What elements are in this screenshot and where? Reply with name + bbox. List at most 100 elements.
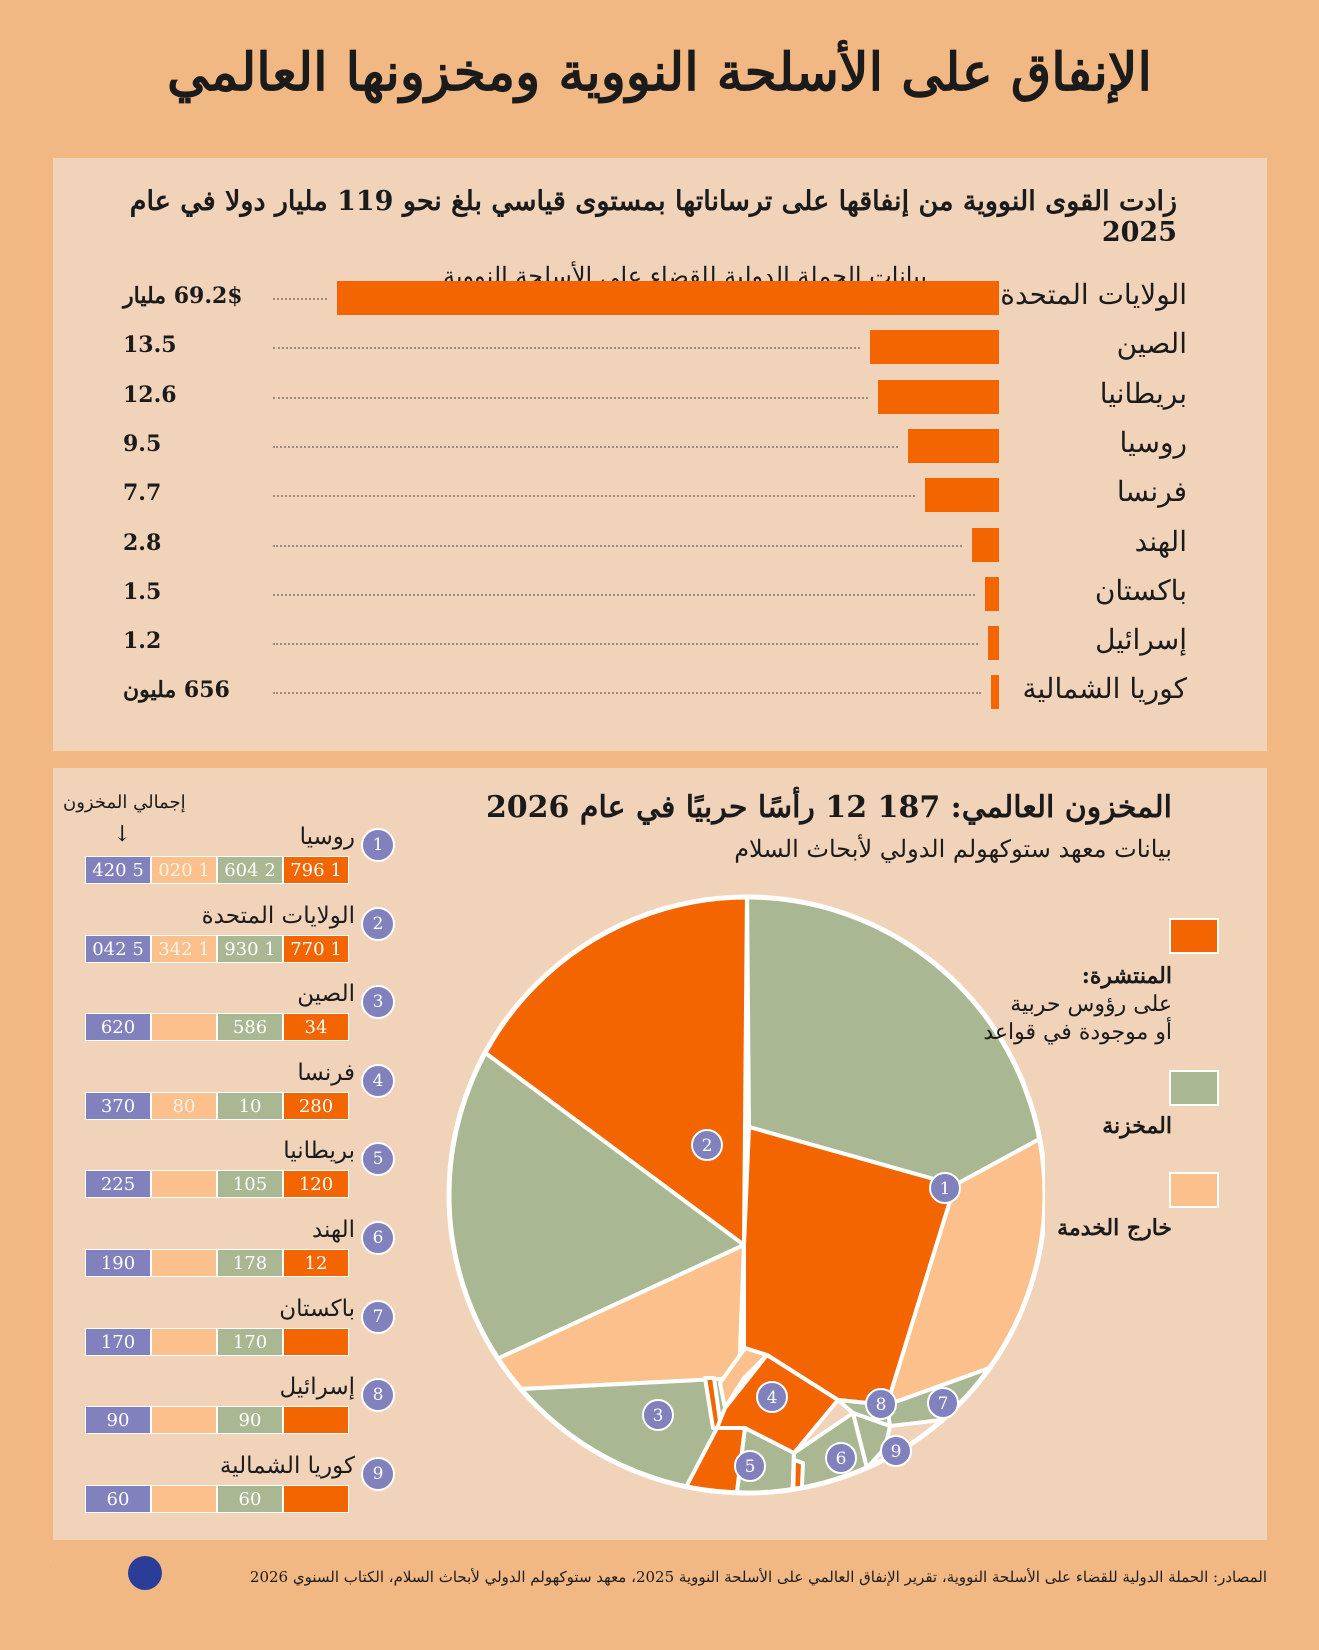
cell-deployed: 1 796 [283, 856, 349, 884]
spending-leader-line [273, 298, 327, 300]
stockpile-country-label: الهند [311, 1217, 355, 1243]
legend-retired-swatch [1169, 1172, 1219, 1208]
spending-bar [987, 626, 999, 661]
legend-deployed-line2: أو موجودة في قواعد [983, 1020, 1172, 1045]
cell-retired [151, 1484, 217, 1513]
rank-badge: 7 [361, 1299, 395, 1334]
spending-value-label: 12.6 [123, 381, 177, 408]
legend-deployed-swatch [1169, 918, 1219, 954]
svg-text:6: 6 [836, 1449, 847, 1469]
spending-bar [991, 675, 999, 710]
cell-total: 225 [85, 1170, 151, 1199]
badge-2: 2 [691, 1129, 723, 1161]
spending-leader-line [273, 445, 899, 448]
cell-retired [151, 1406, 217, 1435]
spending-panel: زادت القوى النووية من إنفاقها على ترسانا… [53, 158, 1267, 751]
spending-value-label: 656 مليون [123, 677, 230, 704]
cell-retired [151, 1249, 217, 1277]
legend-deployed-line1: على رؤوس حربية [1010, 992, 1172, 1017]
svg-text:5: 5 [745, 1457, 756, 1477]
cell-stored: 178 [217, 1249, 283, 1277]
cell-deployed: 12 [283, 1249, 349, 1277]
cell-retired [151, 1170, 217, 1199]
source-note: المصادر: الحملة الدولية للقضاء على الأسل… [249, 1568, 1267, 1586]
stockpile-country-label: فرنسا [297, 1059, 355, 1086]
stockpile-header: المخزون العالمي: 187 12 رأسًا حربيًا في … [486, 790, 1172, 863]
spending-bar [337, 281, 999, 315]
badge-5: 5 [734, 1450, 766, 1482]
stockpile-country-label: الولايات المتحدة [201, 902, 355, 929]
spending-bar [972, 527, 999, 562]
cell-deployed: 34 [283, 1013, 349, 1042]
spending-country-label: الولايات المتحدة [1000, 278, 1187, 311]
cell-stored: 10 [217, 1091, 283, 1120]
legend-stored-swatch [1169, 1070, 1219, 1106]
badge-4: 4 [756, 1381, 788, 1413]
cell-deployed [283, 1327, 349, 1356]
cell-total: 370 [85, 1091, 151, 1120]
spending-country-label: روسيا [1119, 425, 1187, 459]
svg-text:8: 8 [876, 1395, 887, 1415]
legend-stored: المخزنة [1102, 1112, 1172, 1141]
spending-value-label: 69.2$ مليار [123, 283, 243, 309]
rank-badge: 8 [361, 1378, 395, 1413]
legend-retired-label: خارج الخدمة [1057, 1215, 1172, 1241]
voronoi-cell-russia-retired [885, 1134, 1045, 1407]
badge-7: 7 [927, 1387, 959, 1419]
stockpile-country-label: إسرائيل [279, 1374, 355, 1401]
voronoi-cell-india-deployed [791, 1458, 805, 1493]
svg-text:9: 9 [891, 1442, 902, 1462]
spending-leader-line [273, 495, 916, 498]
cell-retired: 1 020 [151, 856, 217, 884]
spending-header: زادت القوى النووية من إنفاقها على ترسانا… [127, 186, 1177, 290]
cell-total: 190 [85, 1249, 151, 1277]
cell-stored: 90 [217, 1406, 283, 1435]
rank-badge: 6 [361, 1221, 395, 1255]
stockpile-country-label: باكستان [279, 1295, 355, 1322]
spending-bar [984, 576, 999, 611]
stockpile-panel: المخزون العالمي: 187 12 رأسًا حربيًا في … [53, 768, 1267, 1540]
spending-bar [908, 428, 999, 463]
cell-retired: 80 [151, 1091, 217, 1120]
cell-retired: 1 342 [151, 934, 217, 963]
cell-total: 60 [85, 1484, 151, 1513]
spending-bar [869, 330, 999, 365]
badge-8: 8 [865, 1388, 897, 1420]
spending-value-label: 1.5 [123, 578, 162, 605]
afp-logo: AFP [50, 1554, 162, 1592]
spending-leader-line [273, 593, 975, 596]
page-title: الإنفاق على الأسلحة النووية ومخزونها الع… [167, 42, 1152, 103]
stockpile-voronoi-chart: 1 2 3 4 5 6 7 8 9 [446, 894, 1045, 1496]
stockpile-country-label: الصين [297, 981, 355, 1008]
cell-stored: 105 [217, 1170, 283, 1199]
rank-badge: 4 [361, 1063, 395, 1098]
spending-value-label: 13.5 [123, 332, 177, 359]
cell-retired [151, 1327, 217, 1356]
spending-country-label: باكستان [1094, 573, 1187, 607]
cell-deployed: 120 [283, 1170, 349, 1199]
stockpile-country-label: روسيا [299, 824, 355, 850]
cell-stored: 586 [217, 1013, 283, 1042]
stockpile-country-label: كوريا الشمالية [219, 1452, 355, 1479]
legend-deployed: المنتشرة: على رؤوس حربية أو موجودة في قو… [983, 962, 1172, 1047]
badge-6: 6 [825, 1442, 857, 1474]
legend-stored-label: المخزنة [1102, 1113, 1172, 1139]
spending-country-label: فرنسا [1116, 475, 1187, 509]
svg-text:2: 2 [702, 1136, 713, 1156]
svg-text:1: 1 [940, 1179, 951, 1199]
cell-deployed [283, 1484, 349, 1513]
cell-deployed: 1 770 [283, 934, 349, 963]
total-stockpile-header: إجمالي المخزون [63, 792, 186, 813]
spending-bar [878, 379, 999, 414]
arrow-down-icon: ↓ [113, 822, 132, 847]
cell-total: 90 [85, 1406, 151, 1435]
badge-9: 9 [880, 1435, 912, 1467]
badge-3: 3 [642, 1399, 674, 1431]
spending-value-label: 7.7 [123, 480, 162, 507]
stockpile-subtitle: بيانات معهد ستوكهولم الدولي لأبحاث السلا… [734, 835, 1172, 863]
cell-total: 620 [85, 1013, 151, 1042]
cell-retired [151, 1013, 217, 1042]
cell-total: 170 [85, 1327, 151, 1356]
cell-stored: 60 [217, 1484, 283, 1513]
spending-title: زادت القوى النووية من إنفاقها على ترسانا… [129, 186, 1177, 248]
